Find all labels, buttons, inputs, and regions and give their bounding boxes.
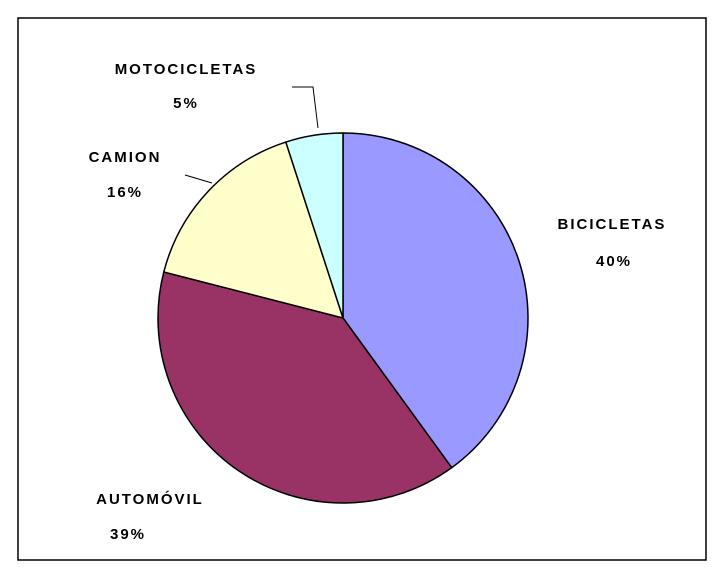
pie-slice <box>157 271 453 504</box>
slice-label: AUTOMÓVIL <box>96 490 204 508</box>
leader-line <box>292 86 319 129</box>
pie-slice <box>284 132 344 319</box>
slice-label: BICICLETAS <box>558 216 667 233</box>
slice-value-label: 40% <box>596 253 632 270</box>
leader-line <box>184 174 213 184</box>
slice-value-label: 5% <box>173 95 199 112</box>
slice-value-label: 16% <box>107 184 143 201</box>
pie-slice <box>162 141 345 320</box>
slice-label: MOTOCICLETAS <box>115 61 258 78</box>
slice-value-label: 39% <box>110 526 146 543</box>
pie-slice <box>342 132 529 469</box>
slice-label: CAMION <box>89 149 162 166</box>
